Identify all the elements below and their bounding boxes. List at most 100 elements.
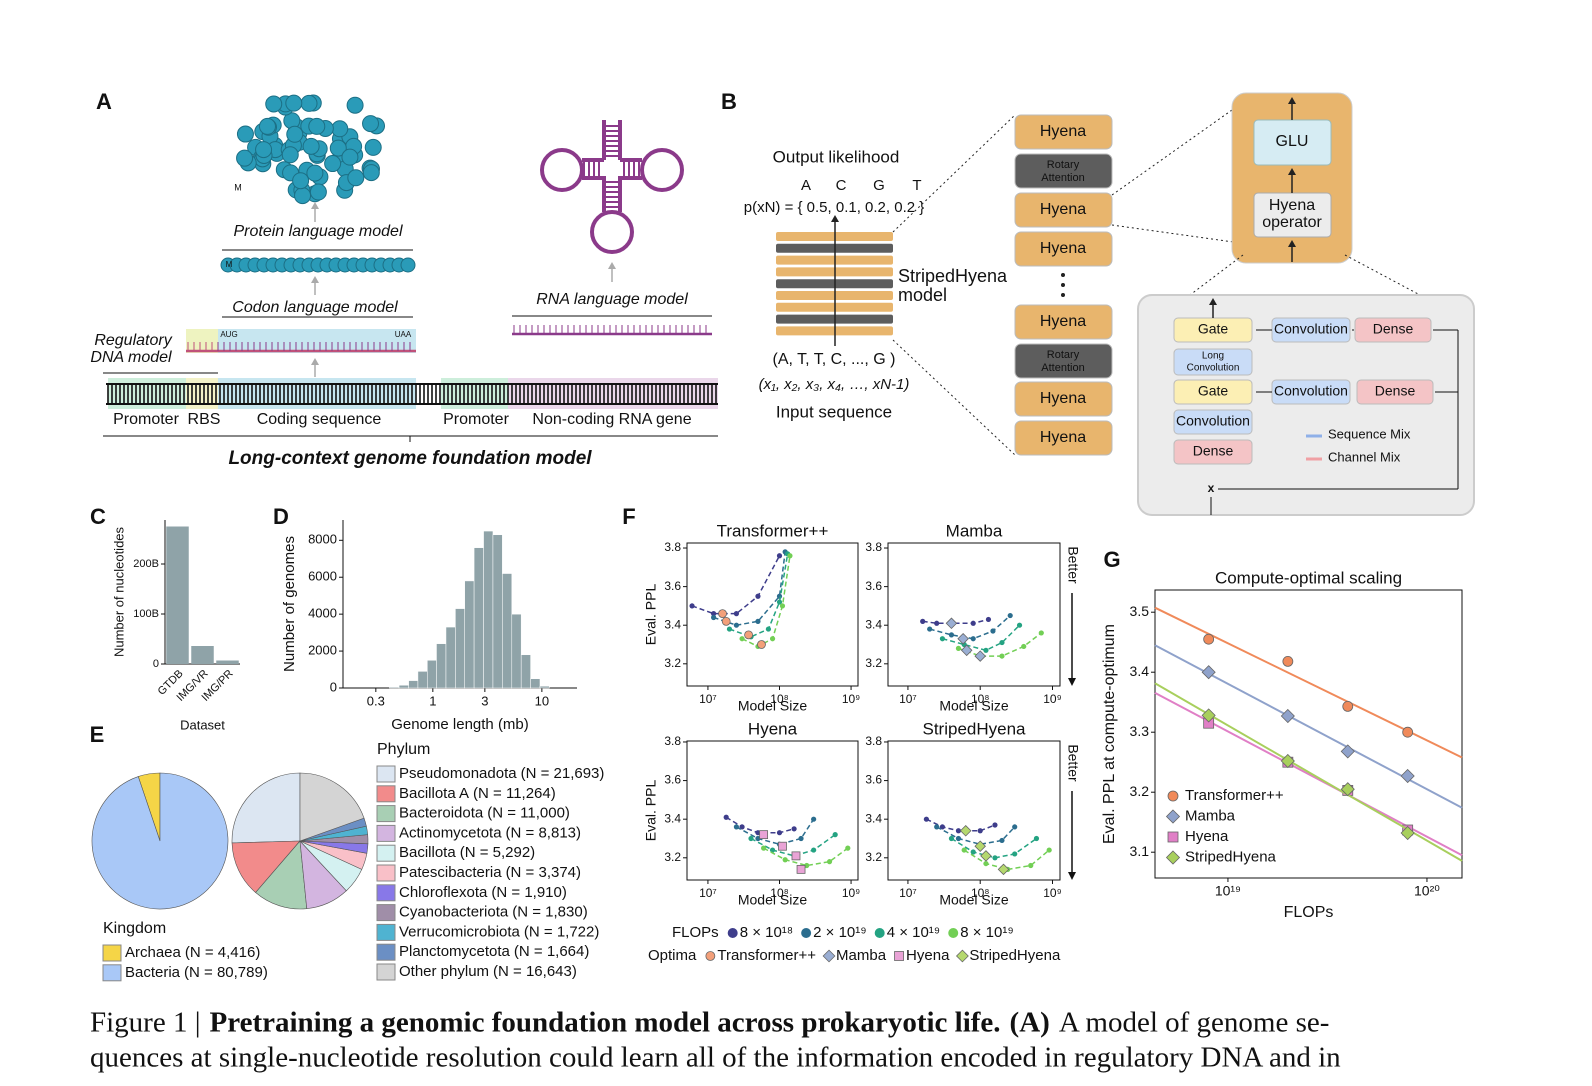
protein-bead (236, 149, 254, 167)
point (927, 626, 933, 632)
y-axis-label: Eval. PPL at compute-optimum (1101, 624, 1118, 844)
protein-bead (329, 139, 347, 157)
point (948, 835, 955, 842)
fit-line (1154, 606, 1463, 759)
point (985, 616, 992, 623)
legend-value: (N = 16,643) (493, 963, 577, 980)
protein-bead (324, 155, 342, 173)
legend-marker (801, 928, 812, 938)
label: Regulatory (94, 332, 172, 349)
op-block (1173, 439, 1253, 465)
protein-bead (400, 257, 416, 273)
protein-bead (300, 94, 318, 112)
annotation: Better (1065, 744, 1081, 782)
label: Hyena (1269, 197, 1315, 214)
point (920, 618, 926, 624)
region (218, 329, 416, 353)
bar (455, 608, 465, 689)
arrow-head (1288, 168, 1296, 175)
legend-swatch (376, 904, 396, 922)
bar (166, 526, 189, 664)
x-tick-label: 10⁷ (899, 692, 917, 706)
protein-bead (362, 164, 380, 182)
legend-swatch (376, 884, 396, 902)
y-axis-label: Number of genomes (281, 536, 298, 672)
point (733, 622, 740, 628)
point (1021, 643, 1027, 650)
point (689, 603, 695, 609)
label: operator (1262, 214, 1322, 231)
y-tick-label: 3.4 (664, 617, 681, 631)
x-axis-label: Genome length (mb) (391, 716, 529, 733)
legend-label: Archaea (125, 944, 182, 961)
legend-value: (N = 5,292) (460, 844, 535, 861)
bar (191, 646, 214, 664)
point (769, 636, 776, 642)
bar (473, 547, 484, 689)
y-tick-label: 3.6 (865, 579, 882, 593)
point (970, 636, 976, 642)
legend-label: Cyanobacteriota (399, 904, 509, 921)
protein-bead (341, 148, 359, 166)
block (1014, 304, 1113, 340)
op-block (1173, 409, 1253, 435)
point (1007, 612, 1013, 619)
protein-bead (309, 183, 327, 201)
rna-loop (540, 148, 584, 192)
x-tick-label: 0.3 (367, 693, 385, 708)
legend-value: (N = 11,000) (487, 805, 570, 822)
pie-slice (299, 772, 365, 842)
marker (1203, 633, 1215, 645)
label: Convolution (1187, 363, 1240, 374)
arrow-head (311, 358, 319, 365)
label: Hyena (1040, 201, 1086, 218)
marker (744, 630, 753, 640)
legend-swatch (376, 923, 396, 941)
label: DNA model (90, 349, 172, 366)
label: C (836, 177, 847, 194)
y-tick-label: 3.6 (664, 773, 681, 787)
x-tick-label: 3 (481, 693, 488, 708)
label: Hyena (1040, 313, 1086, 330)
label: M (234, 182, 242, 192)
y-tick-label: 3.3 (1130, 723, 1150, 739)
x-axis-label: Model Size (939, 892, 1008, 908)
legend-label: Hyena (1185, 828, 1229, 845)
trend-line (763, 847, 849, 867)
legend-swatch (376, 963, 396, 981)
protein-bead (255, 141, 273, 159)
panel-label: D (273, 504, 289, 529)
arrow-head (1209, 298, 1217, 305)
op-block (1354, 317, 1432, 343)
op-block (1173, 379, 1253, 405)
label: Hyena (1040, 240, 1086, 257)
y-tick-label: 3.4 (1130, 663, 1150, 679)
marker (759, 830, 769, 840)
point (782, 857, 788, 863)
label: Convolution (1274, 321, 1348, 337)
op-block (1356, 379, 1434, 405)
marker (757, 640, 766, 649)
ellipsis-dot (1061, 293, 1065, 297)
trend-line (942, 624, 1021, 652)
plot-frame (887, 542, 1061, 687)
marker (796, 864, 806, 874)
marker (791, 851, 801, 861)
x-tick-label: 10⁸ (971, 886, 989, 900)
panel-label: B (721, 89, 737, 114)
legend-value: (N = 1,664) (514, 943, 589, 960)
marker (997, 863, 1010, 876)
point (1038, 630, 1044, 636)
arrow-head (1068, 678, 1076, 686)
arrow-head (311, 202, 319, 209)
bar (408, 680, 419, 689)
legend-label: 8 × 10¹⁸ (740, 924, 793, 941)
label: p(xN) = { 0.5, 0.1, 0.2, 0.2 } (744, 199, 925, 216)
protein-bead (294, 187, 312, 205)
point (977, 828, 983, 834)
marker (980, 850, 992, 862)
x-axis-label: Model Size (939, 698, 1008, 714)
label: Promoter (113, 411, 179, 428)
label: M (226, 260, 233, 269)
